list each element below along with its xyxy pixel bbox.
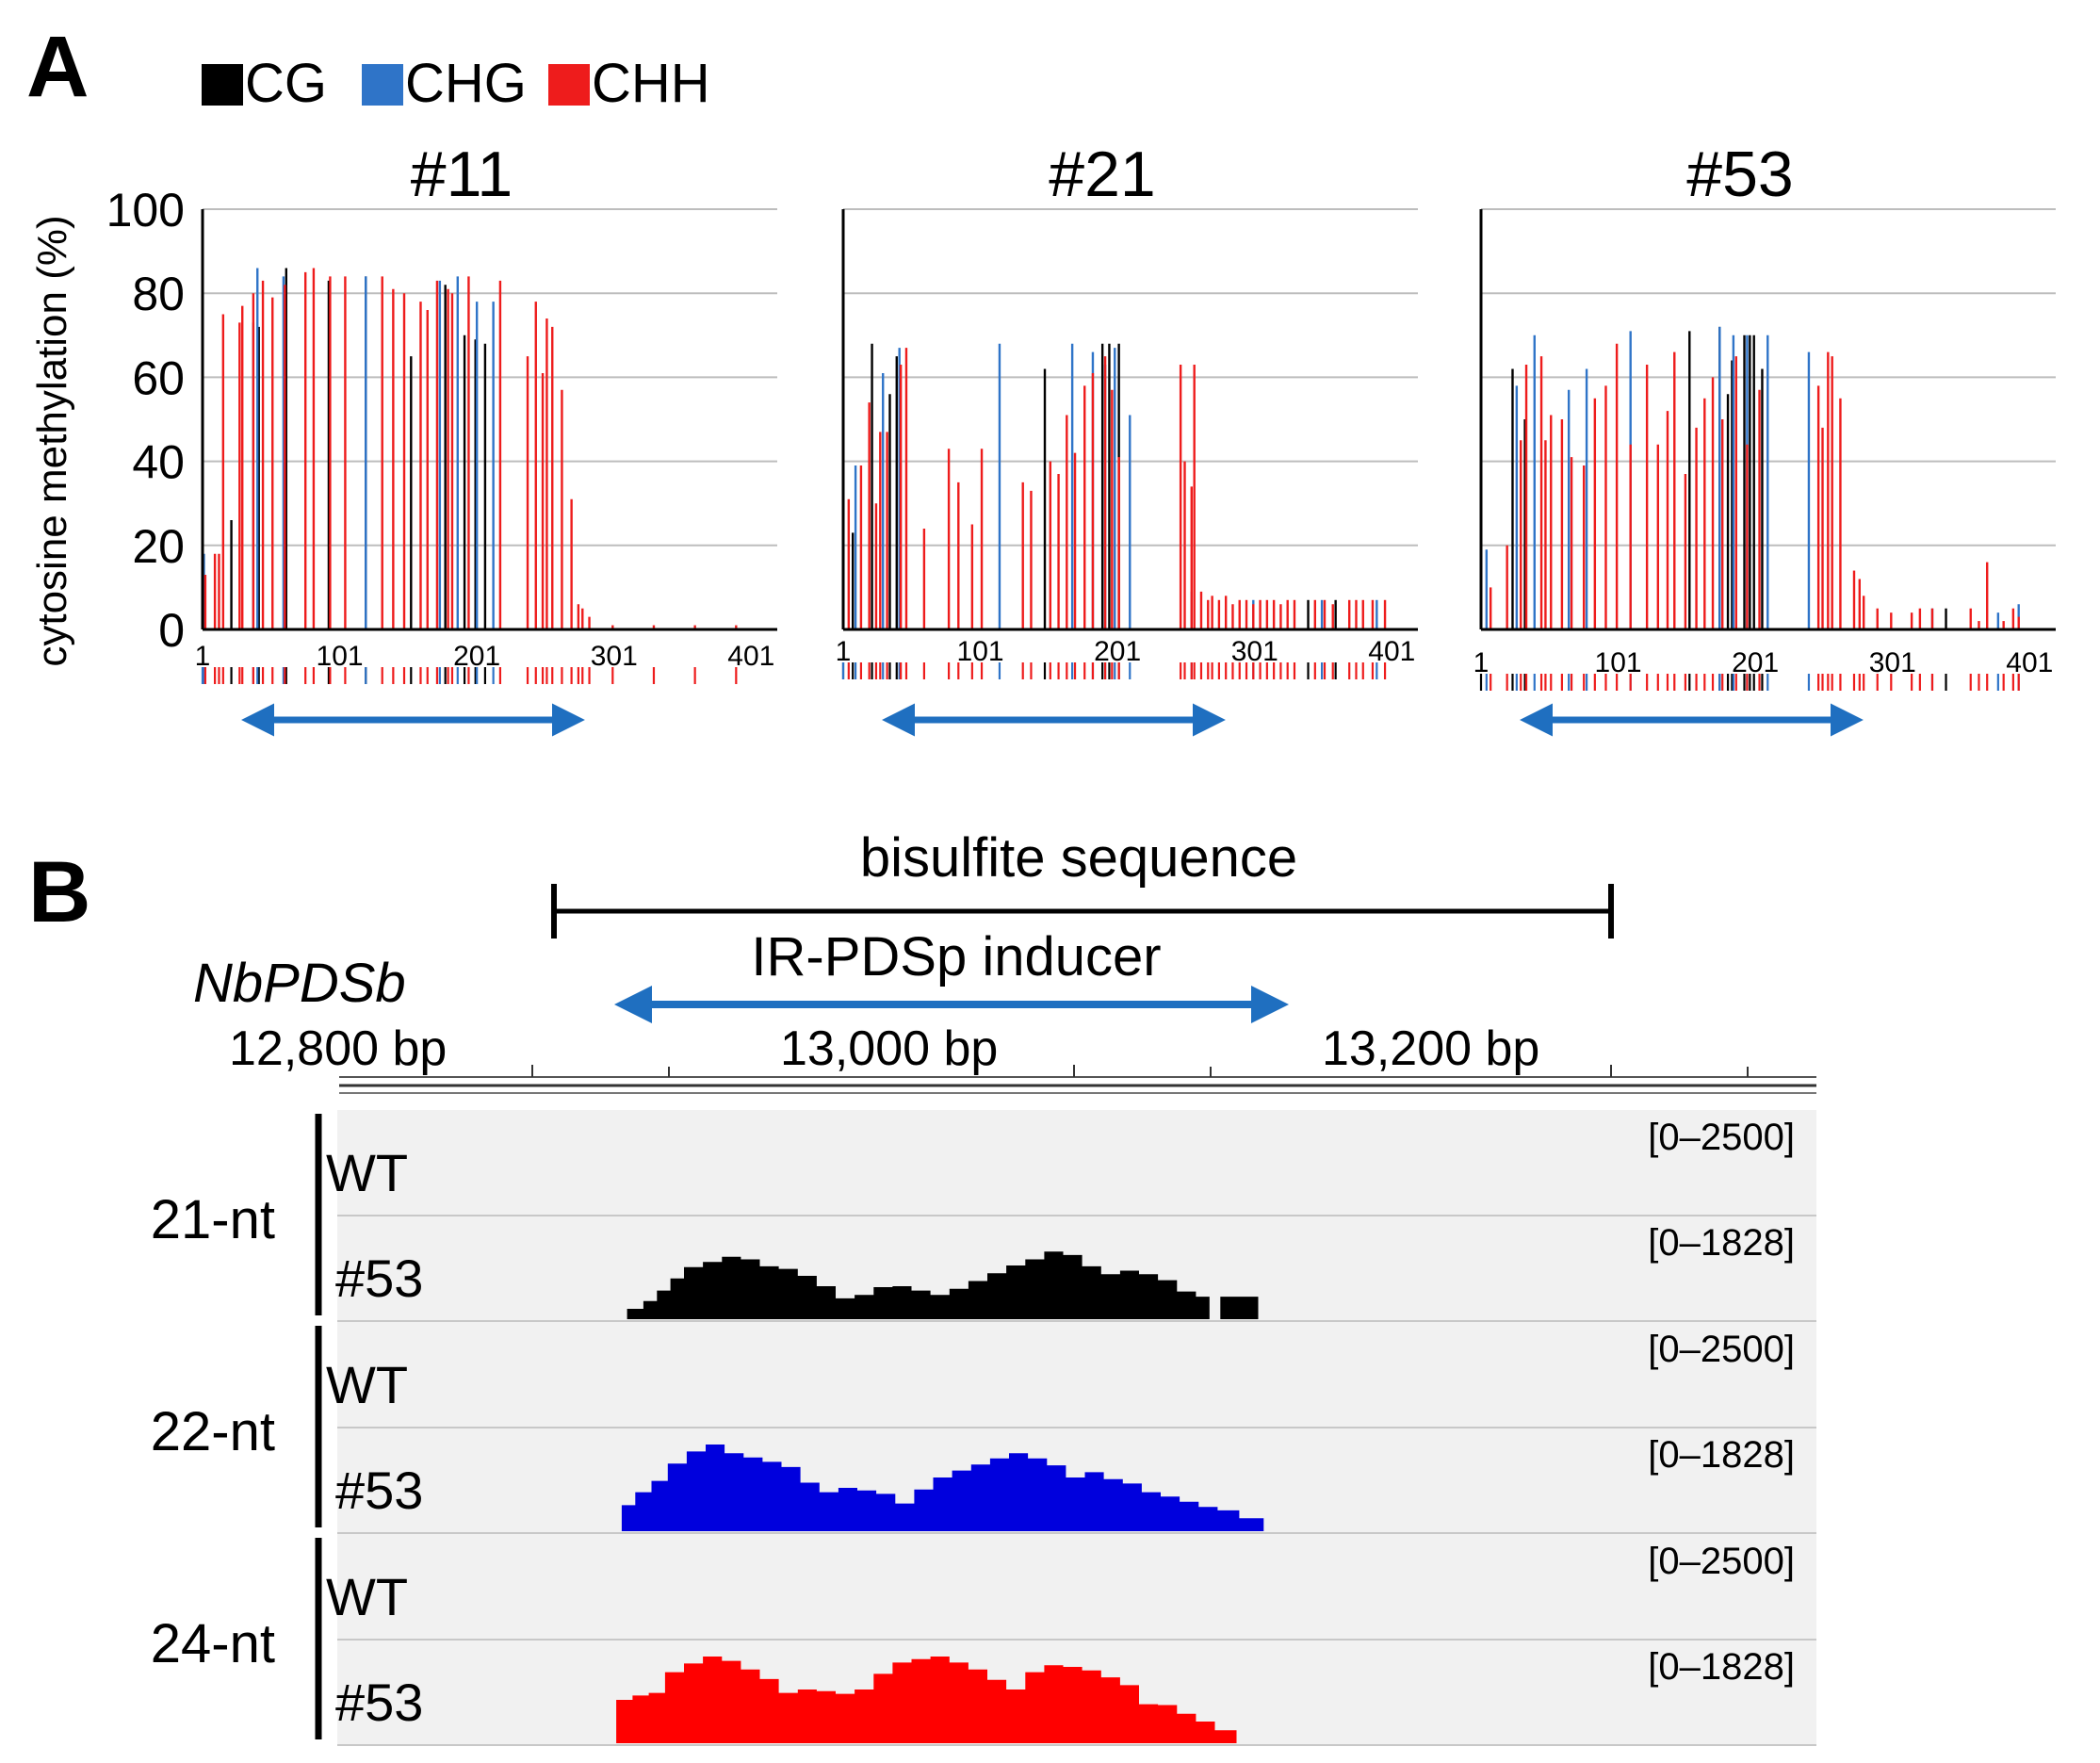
chart-title: #53	[1686, 139, 1793, 210]
methylation-chart-3: #53 1 101 201 301 401	[1473, 139, 2056, 737]
legend-label-chh: CHH	[592, 53, 710, 114]
srna-tracks: 21-nt WT [0–2500] #53 [0–1828] 22-nt WT [0–2500…	[151, 1110, 1816, 1746]
x-tick-label: 201	[1094, 636, 1141, 667]
x-tick-label: 201	[1732, 647, 1779, 678]
inducer-label: IR-PDSp inducer	[751, 926, 1161, 988]
track-name: #53	[335, 1249, 423, 1308]
y-tick-label: 0	[158, 604, 185, 657]
track-range: [0–1828]	[1648, 1646, 1795, 1688]
y-tick-label: 40	[132, 436, 185, 489]
chart-title: #21	[1049, 139, 1155, 210]
x-tick-label: 1	[836, 636, 852, 667]
x-tick-label: 301	[591, 641, 638, 672]
coverage-area	[616, 1657, 1237, 1743]
coord-label-12800: 12,800 bp	[229, 1021, 447, 1076]
track-group-21-nt: 21-nt WT [0–2500] #53 [0–1828]	[151, 1110, 1816, 1322]
y-tick-labels: 0 20 40 60 80 100	[106, 184, 185, 657]
track-range: [0–2500]	[1648, 1329, 1795, 1370]
track-group-22-nt: 22-nt WT [0–2500] #53 [0–1828]	[151, 1322, 1816, 1534]
y-tick-label: 80	[132, 268, 185, 320]
legend-swatch-chg	[362, 64, 403, 106]
track-name: #53	[335, 1673, 423, 1732]
group-label: 21-nt	[151, 1189, 275, 1250]
legend-swatch-cg	[202, 64, 243, 106]
track-group-24-nt: 24-nt WT [0–2500] #53 [0–1828]	[151, 1534, 1816, 1746]
legend-label-chg: CHG	[405, 53, 527, 114]
bisulfite-label: bisulfite sequence	[860, 827, 1297, 889]
x-tick-label: 401	[2006, 647, 2053, 678]
x-tick-label: 1	[195, 641, 211, 672]
methylation-chart-2: #21 1 101 201 301 401	[836, 139, 1418, 737]
ruler	[339, 1065, 1816, 1094]
track-name: WT	[326, 1143, 408, 1202]
x-tick-label: 301	[1231, 636, 1278, 667]
group-label: 22-nt	[151, 1401, 275, 1462]
y-axis-label: cytosine methylation (%)	[29, 215, 75, 666]
y-tick-label: 20	[132, 520, 185, 573]
track-name: WT	[326, 1355, 408, 1414]
methylation-chart-1: #11 1 101 201 301 401	[195, 139, 777, 737]
chart-title: #11	[411, 139, 513, 210]
legend-label-cg: CG	[245, 53, 327, 114]
track-range: [0–2500]	[1648, 1541, 1795, 1582]
track-range: [0–1828]	[1648, 1434, 1795, 1476]
x-tick-label: 1	[1473, 647, 1490, 678]
track-range: [0–2500]	[1648, 1117, 1795, 1158]
track-name: WT	[326, 1567, 408, 1626]
x-tick-label: 101	[1595, 647, 1642, 678]
panel-a-label: A	[26, 19, 89, 115]
x-tick-label: 101	[317, 641, 364, 672]
legend-swatch-chh	[548, 64, 590, 106]
legend: CG CHG CHH	[202, 53, 710, 114]
x-tick-label: 401	[727, 641, 774, 672]
x-tick-label: 301	[1869, 647, 1916, 678]
x-tick-label: 201	[453, 641, 500, 672]
bisulfite-range-bar	[551, 884, 1614, 939]
panel-b-label: B	[28, 844, 90, 940]
methylation-charts: #11 1 101 201 301 401 #21 1 101 201 301 401 #53 1 101 2…	[195, 139, 2056, 737]
track-name: #53	[335, 1461, 423, 1520]
x-tick-label: 101	[957, 636, 1004, 667]
coord-label-13200: 13,200 bp	[1322, 1021, 1539, 1076]
y-tick-label: 60	[132, 351, 185, 404]
group-label: 24-nt	[151, 1613, 275, 1674]
coverage-area	[627, 1251, 1259, 1319]
coverage-area	[621, 1445, 1264, 1531]
gene-label: NbPDSb	[193, 953, 406, 1014]
y-tick-label: 100	[106, 184, 185, 237]
track-range: [0–1828]	[1648, 1222, 1795, 1264]
coord-label-13000: 13,000 bp	[780, 1021, 998, 1076]
x-tick-label: 401	[1368, 636, 1415, 667]
